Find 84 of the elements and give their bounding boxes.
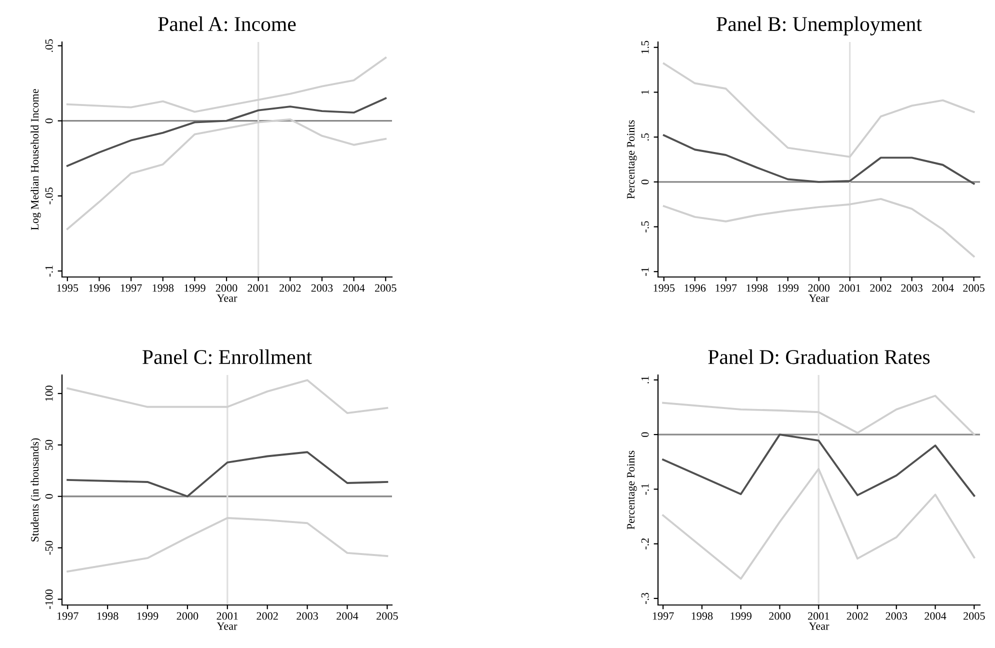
y-tick-label: -.2 xyxy=(641,538,649,550)
chart-title: Panel A: Income xyxy=(158,16,296,32)
y-tick-label: 0 xyxy=(641,432,649,437)
x-tick-label: 2000 xyxy=(769,612,790,620)
x-tick-label: 2002 xyxy=(280,284,301,292)
x-tick-label: 2005 xyxy=(376,612,398,620)
x-axis-title: Year xyxy=(216,622,238,630)
y-tick-label: 0 xyxy=(45,494,53,499)
y-tick-label: 0 xyxy=(641,180,649,184)
x-tick-label: 2005 xyxy=(963,284,984,292)
x-tick-label: 1997 xyxy=(120,284,142,292)
line-series xyxy=(66,118,387,230)
x-tick-label: 1995 xyxy=(57,284,78,292)
x-tick-label: 1998 xyxy=(692,612,713,620)
y-tick-label: 1.5 xyxy=(641,40,649,54)
y-axis-title: Percentage Points xyxy=(627,450,637,530)
x-tick-label: 1997 xyxy=(716,284,737,292)
x-tick-label: 2003 xyxy=(901,284,922,292)
x-tick-label: 2002 xyxy=(870,284,892,292)
x-tick-label: 1999 xyxy=(137,612,158,620)
y-tick-label: .05 xyxy=(45,39,53,52)
line-series xyxy=(66,517,388,572)
x-tick-label: 1998 xyxy=(746,284,768,292)
x-tick-label: 2002 xyxy=(256,612,278,620)
y-tick-label: 100 xyxy=(45,386,53,401)
x-tick-label: 1996 xyxy=(684,284,706,292)
line-series xyxy=(662,198,975,258)
y-tick-label: -.05 xyxy=(45,188,53,204)
x-tick-label: 2002 xyxy=(846,612,868,620)
y-tick-label: -50 xyxy=(45,540,53,555)
x-axis-title: Year xyxy=(808,294,830,302)
line-series xyxy=(66,97,387,167)
line-series xyxy=(66,379,388,414)
x-tick-label: 2004 xyxy=(924,612,946,620)
x-tick-label: 1997 xyxy=(652,612,674,620)
line-series xyxy=(662,468,976,580)
y-axis-title: Students (in thousands) xyxy=(30,438,41,542)
x-axis-title: Year xyxy=(808,622,830,630)
x-tick-label: 2000 xyxy=(216,284,238,292)
x-tick-label: 1997 xyxy=(57,612,78,620)
line-series xyxy=(662,62,975,158)
x-tick-label: 2000 xyxy=(176,612,198,620)
y-axis-title: Log Median Household Income xyxy=(30,89,41,230)
x-tick-label: 2004 xyxy=(932,284,954,292)
x-tick-label: 1998 xyxy=(152,284,174,292)
x-tick-label: 1998 xyxy=(97,612,118,620)
x-tick-label: 2005 xyxy=(375,284,396,292)
x-tick-label: 2004 xyxy=(343,284,365,292)
y-tick-label: -1 xyxy=(641,268,649,276)
x-tick-label: 2001 xyxy=(216,612,238,620)
line-series xyxy=(662,434,976,497)
x-tick-label: 1999 xyxy=(730,612,752,620)
y-tick-label: .1 xyxy=(641,376,649,384)
y-tick-label: .5 xyxy=(641,133,649,141)
y-tick-label: 50 xyxy=(45,440,53,450)
x-tick-label: 2003 xyxy=(886,612,908,620)
x-tick-label: 2000 xyxy=(808,284,830,292)
x-tick-label: 2001 xyxy=(839,284,860,292)
y-tick-label: -.3 xyxy=(641,592,649,604)
x-tick-label: 1999 xyxy=(184,284,206,292)
x-tick-label: 2003 xyxy=(311,284,333,292)
x-tick-label: 2005 xyxy=(964,612,985,620)
y-tick-label: -100 xyxy=(45,589,53,610)
x-tick-label: 1996 xyxy=(89,284,110,292)
x-tick-label: 1999 xyxy=(778,284,799,292)
line-series xyxy=(66,451,388,498)
line-series xyxy=(66,56,387,113)
x-tick-label: 2003 xyxy=(296,612,318,620)
x-axis-title: Year xyxy=(216,294,238,302)
line-series xyxy=(662,394,976,436)
line-series xyxy=(662,134,975,185)
chart-title: Panel B: Unemployment xyxy=(716,16,922,36)
chart-title: Panel D: Graduation Rates xyxy=(708,349,930,364)
x-tick-label: 2001 xyxy=(248,284,269,292)
chart-title: Panel C: Enrollment xyxy=(142,349,312,364)
y-axis-title: Percentage Points xyxy=(627,120,637,199)
x-tick-label: 2004 xyxy=(336,612,358,620)
y-tick-label: -.1 xyxy=(641,484,649,495)
y-tick-label: -.5 xyxy=(641,221,649,232)
x-tick-label: 1995 xyxy=(654,284,675,292)
y-tick-label: 0 xyxy=(45,118,53,124)
x-tick-label: 2001 xyxy=(808,612,830,620)
y-tick-label: -.1 xyxy=(45,266,53,277)
y-tick-label: 1 xyxy=(641,90,649,94)
